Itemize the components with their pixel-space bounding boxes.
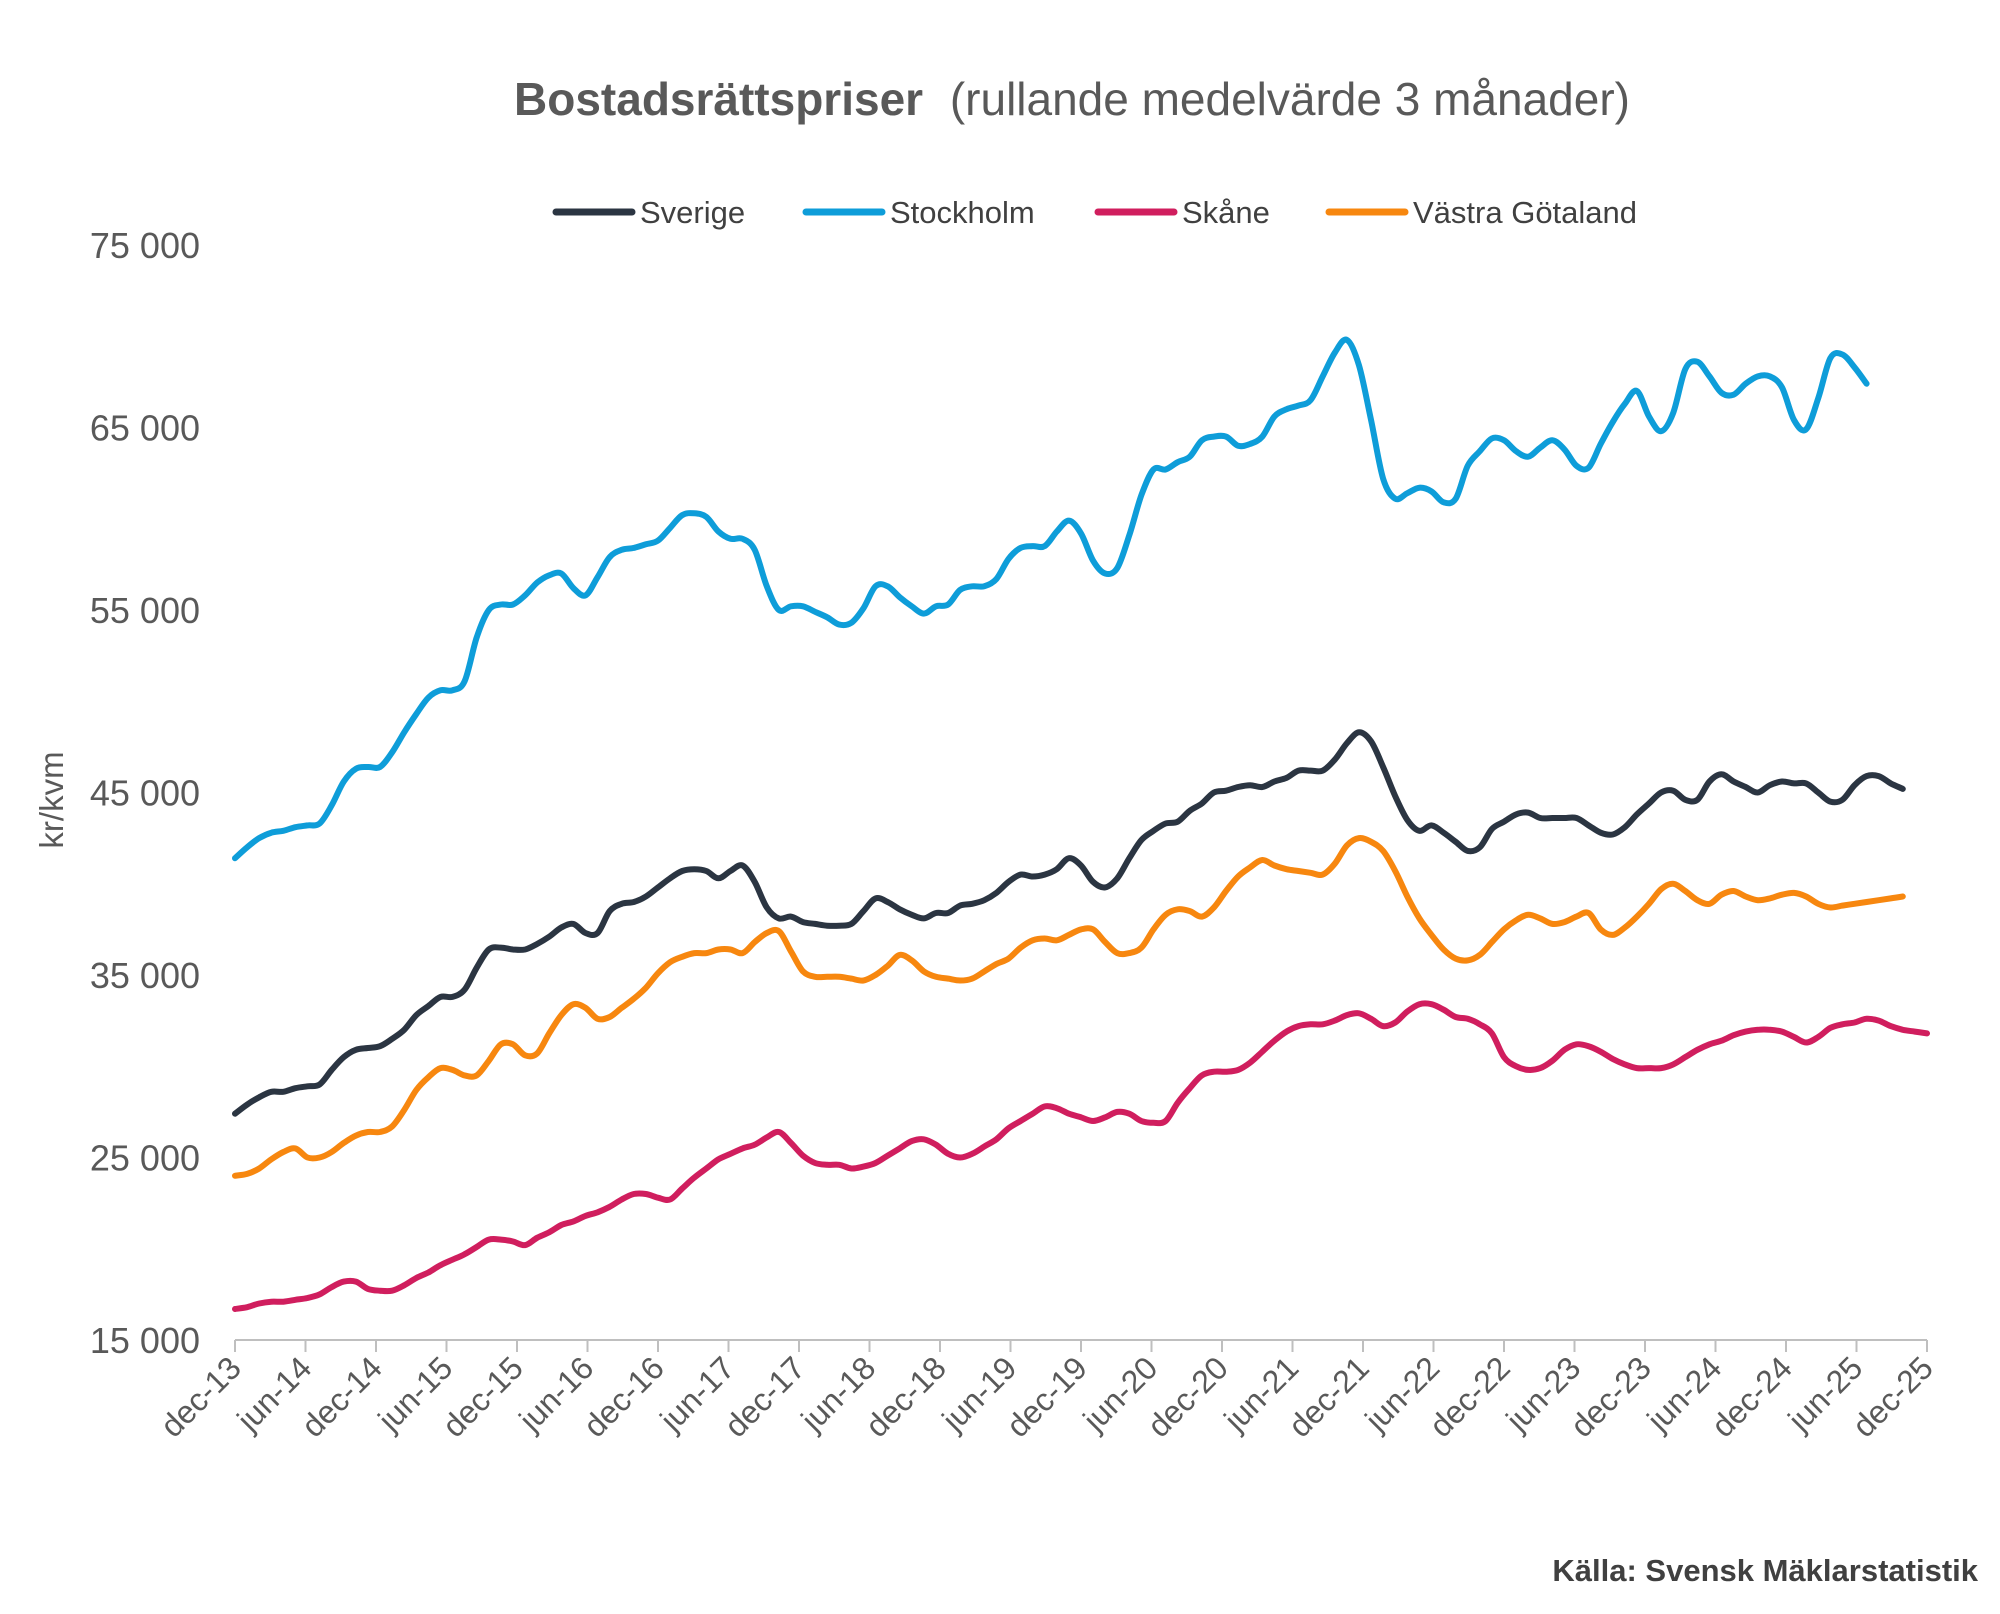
series-line-sverige <box>232 729 1906 1117</box>
x-tick-label: dec-13 <box>153 1349 248 1444</box>
x-tick-label: dec-22 <box>1422 1349 1517 1444</box>
x-tick-label: dec-23 <box>1563 1349 1658 1444</box>
series-line-stockholm <box>232 336 1870 862</box>
x-tick-label: dec-25 <box>1845 1349 1940 1444</box>
x-tick-label: dec-21 <box>1281 1349 1376 1444</box>
chart-title-rest: (rullande medelvärde 3 månader) <box>950 73 1630 125</box>
x-tick-label: dec-24 <box>1704 1349 1799 1444</box>
y-tick-label: 35 000 <box>90 955 200 996</box>
series-group <box>232 336 1930 1312</box>
x-tick-label: dec-17 <box>717 1349 812 1444</box>
legend-label: Skåne <box>1182 195 1270 230</box>
y-tick-label: 65 000 <box>90 408 200 449</box>
legend: Sverige Stockholm Skåne Västra Götaland <box>552 195 1637 230</box>
x-tick-label: dec-20 <box>1140 1349 1235 1444</box>
chart-title-bold: Bostadsrättspriser <box>514 73 923 125</box>
chart-title: Bostadsrättspriser (rullande medelvärde … <box>514 73 1630 125</box>
x-tick-label: dec-14 <box>294 1349 389 1444</box>
series-line-sk-ne <box>232 1000 1930 1312</box>
x-tick-label: dec-15 <box>435 1349 530 1444</box>
y-tick-label: 75 000 <box>90 225 200 266</box>
x-tick-label: dec-16 <box>576 1349 671 1444</box>
series-line-v-stra-g-taland <box>232 835 1906 1179</box>
y-tick-label: 45 000 <box>90 773 200 814</box>
x-axis: dec-13jun-14dec-14jun-15dec-15jun-16dec-… <box>153 1339 1940 1444</box>
legend-label: Sverige <box>640 195 745 230</box>
y-axis: 15 000 25 000 35 000 45 000 55 000 65 000 75 0… <box>90 225 200 1361</box>
y-tick-label: 55 000 <box>90 590 200 631</box>
legend-label: Stockholm <box>890 195 1035 230</box>
y-tick-label: 15 000 <box>90 1320 200 1361</box>
y-axis-label: kr/kvm <box>33 751 70 848</box>
legend-label: Västra Götaland <box>1413 195 1637 230</box>
x-tick-label: dec-19 <box>999 1349 1094 1444</box>
y-tick-label: 25 000 <box>90 1138 200 1179</box>
source-note: Källa: Svensk Mäklarstatistik <box>1552 1553 1978 1588</box>
x-tick-label: dec-18 <box>858 1349 953 1444</box>
